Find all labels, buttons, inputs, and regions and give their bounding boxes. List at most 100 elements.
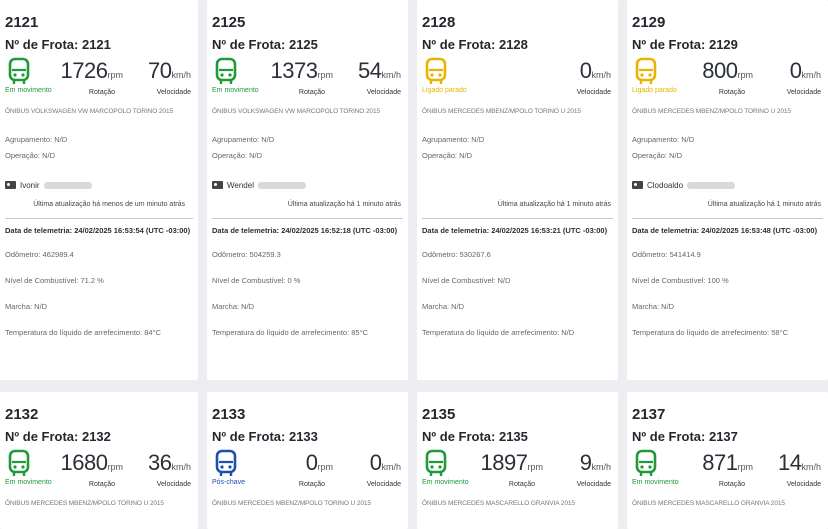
- metrics: Em movimento 871rpm Rotação 14km/h Veloc…: [632, 449, 823, 491]
- driver-name: Clodoaldo: [647, 180, 684, 190]
- fleet-number: Nº de Frota: 2125: [212, 37, 318, 52]
- operation: Operação: N/D: [422, 151, 473, 160]
- rpm-unit: rpm: [317, 70, 334, 80]
- grouping: Agrupamento: N/D: [5, 135, 68, 144]
- bus-status: Em movimento: [212, 57, 274, 99]
- bus-icon: [635, 57, 657, 84]
- vehicle-card[interactable]: 2129 Nº de Frota: 2129 Ligado parado 800…: [627, 0, 828, 380]
- operation: Operação: N/D: [5, 151, 56, 160]
- last-update: Última atualização há 1 minuto atrás: [287, 201, 401, 208]
- telemetry-date: Data de telemetria: 24/02/2025 16:53:21 …: [422, 226, 608, 235]
- vehicle-card[interactable]: 2121 Nº de Frota: 2121 Em movimento 1726…: [0, 0, 198, 380]
- status-label: Ligado parado: [422, 87, 467, 94]
- speed-unit: km/h: [801, 70, 821, 80]
- speed-label: Velocidade: [156, 481, 191, 488]
- bus-icon: [8, 449, 30, 476]
- speed-unit: km/h: [381, 70, 401, 80]
- fleet-number: Nº de Frota: 2137: [632, 429, 738, 444]
- last-update: Última atualização há 1 minuto atrás: [707, 201, 821, 208]
- rpm-label: Rotação: [88, 481, 115, 488]
- rpm-label: Rotação: [718, 89, 745, 96]
- speed-value: 54: [358, 58, 382, 83]
- status-label: Em movimento: [5, 87, 52, 94]
- coolant-temperature: Temperatura do líquido de arrefecimento:…: [5, 328, 162, 337]
- driver-name: Wendel: [227, 180, 254, 190]
- vehicle-card[interactable]: 2132 Nº de Frota: 2132 Em movimento 1680…: [0, 392, 198, 529]
- driver: Ivonir: [5, 177, 193, 193]
- rpm-label: Rotação: [88, 89, 115, 96]
- vehicle-card[interactable]: 2125 Nº de Frota: 2125 Em movimento 1373…: [207, 0, 408, 380]
- speed-value: 14: [778, 450, 802, 475]
- operation: Operação: N/D: [632, 151, 683, 160]
- bus-status: Em movimento: [422, 449, 484, 491]
- vehicle-number: 2137: [632, 406, 666, 423]
- odometer: Odômetro: 504259.3: [212, 250, 281, 259]
- bus-icon: [215, 57, 237, 84]
- vehicle-model: ÔNIBUS MERCEDES MBENZ/MPOLO TORINO U 201…: [632, 108, 791, 115]
- coolant-temperature: Temperatura do líquido de arrefecimento:…: [212, 328, 369, 337]
- status-label: Ligado parado: [632, 87, 677, 94]
- speed-label: Velocidade: [366, 89, 401, 96]
- metrics: Ligado parado 0km/h Velocidade: [422, 57, 613, 99]
- vehicle-model: ÔNIBUS MERCEDES MBENZ/MPOLO TORINO U 201…: [5, 500, 164, 507]
- speed-metric: 0km/h Velocidade: [787, 58, 821, 98]
- vehicle-number: 2135: [422, 406, 456, 423]
- metrics: Em movimento 1897rpm Rotação 9km/h Veloc…: [422, 449, 613, 491]
- fleet-number: Nº de Frota: 2133: [212, 429, 318, 444]
- bus-status: Em movimento: [5, 449, 67, 491]
- bus-icon: [635, 449, 657, 476]
- speed-label: Velocidade: [786, 481, 821, 488]
- speed-unit: km/h: [591, 70, 611, 80]
- gear: Marcha: N/D: [632, 302, 675, 311]
- last-update: Última atualização há 1 minuto atrás: [497, 201, 611, 208]
- vehicle-card[interactable]: 2128 Nº de Frota: 2128 Ligado parado 0km…: [417, 0, 618, 380]
- speed-value: 0: [579, 58, 592, 83]
- rpm-label: Rotação: [508, 481, 535, 488]
- speed-metric: 0km/h Velocidade: [367, 450, 401, 490]
- driver: [422, 177, 613, 193]
- telemetry-date: Data de telemetria: 24/02/2025 16:53:48 …: [632, 226, 818, 235]
- vehicle-card[interactable]: 2135 Nº de Frota: 2135 Em movimento 1897…: [417, 392, 618, 529]
- metrics: Em movimento 1680rpm Rotação 36km/h Velo…: [5, 449, 193, 491]
- rpm-metric: 1680rpm Rotação: [61, 450, 123, 490]
- rpm-unit: rpm: [737, 70, 754, 80]
- gear: Marcha: N/D: [5, 302, 48, 311]
- vehicle-card[interactable]: 2137 Nº de Frota: 2137 Em movimento 871r…: [627, 392, 828, 529]
- divider: [632, 218, 823, 219]
- fuel-level: Nível de Combustível: 0 %: [212, 276, 301, 285]
- status-label: Em movimento: [422, 479, 469, 486]
- status-label: Pós-chave: [212, 479, 246, 486]
- speed-label: Velocidade: [576, 481, 611, 488]
- speed-label: Velocidade: [156, 89, 191, 96]
- speed-value: 0: [369, 450, 382, 475]
- last-update: Última atualização há menos de um minuto…: [33, 201, 185, 208]
- coolant-temperature: Temperatura do líquido de arrefecimento:…: [632, 328, 789, 337]
- status-label: Em movimento: [5, 479, 52, 486]
- speed-unit: km/h: [801, 462, 821, 472]
- gear: Marcha: N/D: [422, 302, 465, 311]
- speed-metric: 9km/h Velocidade: [577, 450, 611, 490]
- coolant-temperature: Temperatura do líquido de arrefecimento:…: [422, 328, 575, 337]
- fuel-level: Nível de Combustível: 71.2 %: [5, 276, 104, 285]
- fleet-number: Nº de Frota: 2135: [422, 429, 528, 444]
- rpm-value: 1897: [480, 450, 528, 475]
- vehicle-card[interactable]: 2133 Nº de Frota: 2133 Pós-chave 0rpm Ro…: [207, 392, 408, 529]
- speed-unit: km/h: [381, 462, 401, 472]
- bus-status: Ligado parado: [632, 57, 694, 99]
- vehicle-number: 2125: [212, 14, 246, 31]
- driver: Clodoaldo: [632, 177, 823, 193]
- speed-value: 0: [789, 58, 802, 83]
- bus-status: Em movimento: [5, 57, 67, 99]
- speed-metric: 0km/h Velocidade: [577, 58, 611, 98]
- speed-unit: km/h: [171, 70, 191, 80]
- divider: [212, 218, 403, 219]
- bus-icon: [215, 449, 237, 476]
- driver-name: Ivonir: [20, 180, 40, 190]
- speed-value: 9: [579, 450, 592, 475]
- fleet-number: Nº de Frota: 2132: [5, 429, 111, 444]
- rpm-unit: rpm: [107, 70, 124, 80]
- speed-value: 36: [148, 450, 172, 475]
- rpm-value: 800: [702, 58, 738, 83]
- rpm-label: Rotação: [298, 89, 325, 96]
- bus-status: Pós-chave: [212, 449, 274, 491]
